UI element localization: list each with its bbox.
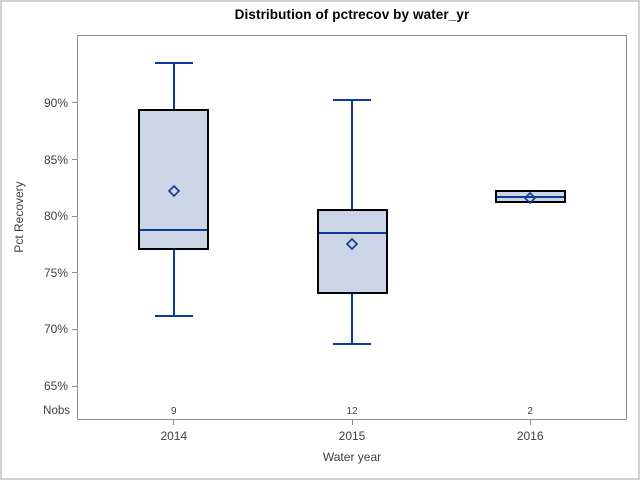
x-tick — [529, 420, 531, 425]
y-tick-label: 65% — [43, 379, 68, 394]
nobs-value: 2 — [527, 406, 533, 417]
mean-marker-icon — [524, 191, 537, 205]
whisker-cap-lower — [333, 343, 371, 346]
nobs-value: 12 — [346, 406, 358, 417]
y-tick-label: 85% — [43, 152, 68, 167]
median-line — [496, 195, 564, 198]
whisker-cap-upper — [154, 62, 193, 65]
chart-title: Distribution of pctrecov by water_yr — [234, 7, 470, 22]
whisker-cap-upper — [333, 98, 371, 101]
y-tick-label: 80% — [43, 209, 68, 224]
x-tick — [351, 420, 353, 425]
x-tick — [173, 420, 175, 425]
y-tick-label: 70% — [43, 322, 68, 337]
y-tick — [72, 272, 77, 274]
category-label: 2015 — [338, 429, 366, 443]
whisker-line-lower — [351, 294, 353, 345]
x-axis-title: Water year — [322, 450, 382, 464]
whisker-cap-lower — [154, 314, 193, 317]
y-tick — [72, 159, 77, 161]
y-tick-label: 90% — [43, 95, 68, 110]
category-label: 2014 — [160, 429, 188, 443]
y-tick — [72, 102, 77, 104]
whisker-line-upper — [351, 99, 353, 210]
category-label: 2016 — [516, 429, 544, 443]
mean-marker-icon — [167, 184, 180, 198]
y-tick-label: 75% — [43, 265, 68, 280]
y-tick — [72, 215, 77, 217]
nobs-value: 9 — [171, 406, 177, 417]
y-tick — [72, 328, 77, 330]
y-tick — [72, 385, 77, 387]
median-line — [318, 232, 386, 235]
whisker-line-lower — [172, 250, 175, 316]
whisker-line-upper — [172, 63, 175, 109]
box-2015 — [316, 209, 388, 295]
nobs-row-label: Nobs — [43, 405, 70, 417]
mean-marker-icon — [345, 237, 359, 251]
median-line — [140, 228, 208, 231]
box-2014 — [138, 108, 210, 251]
